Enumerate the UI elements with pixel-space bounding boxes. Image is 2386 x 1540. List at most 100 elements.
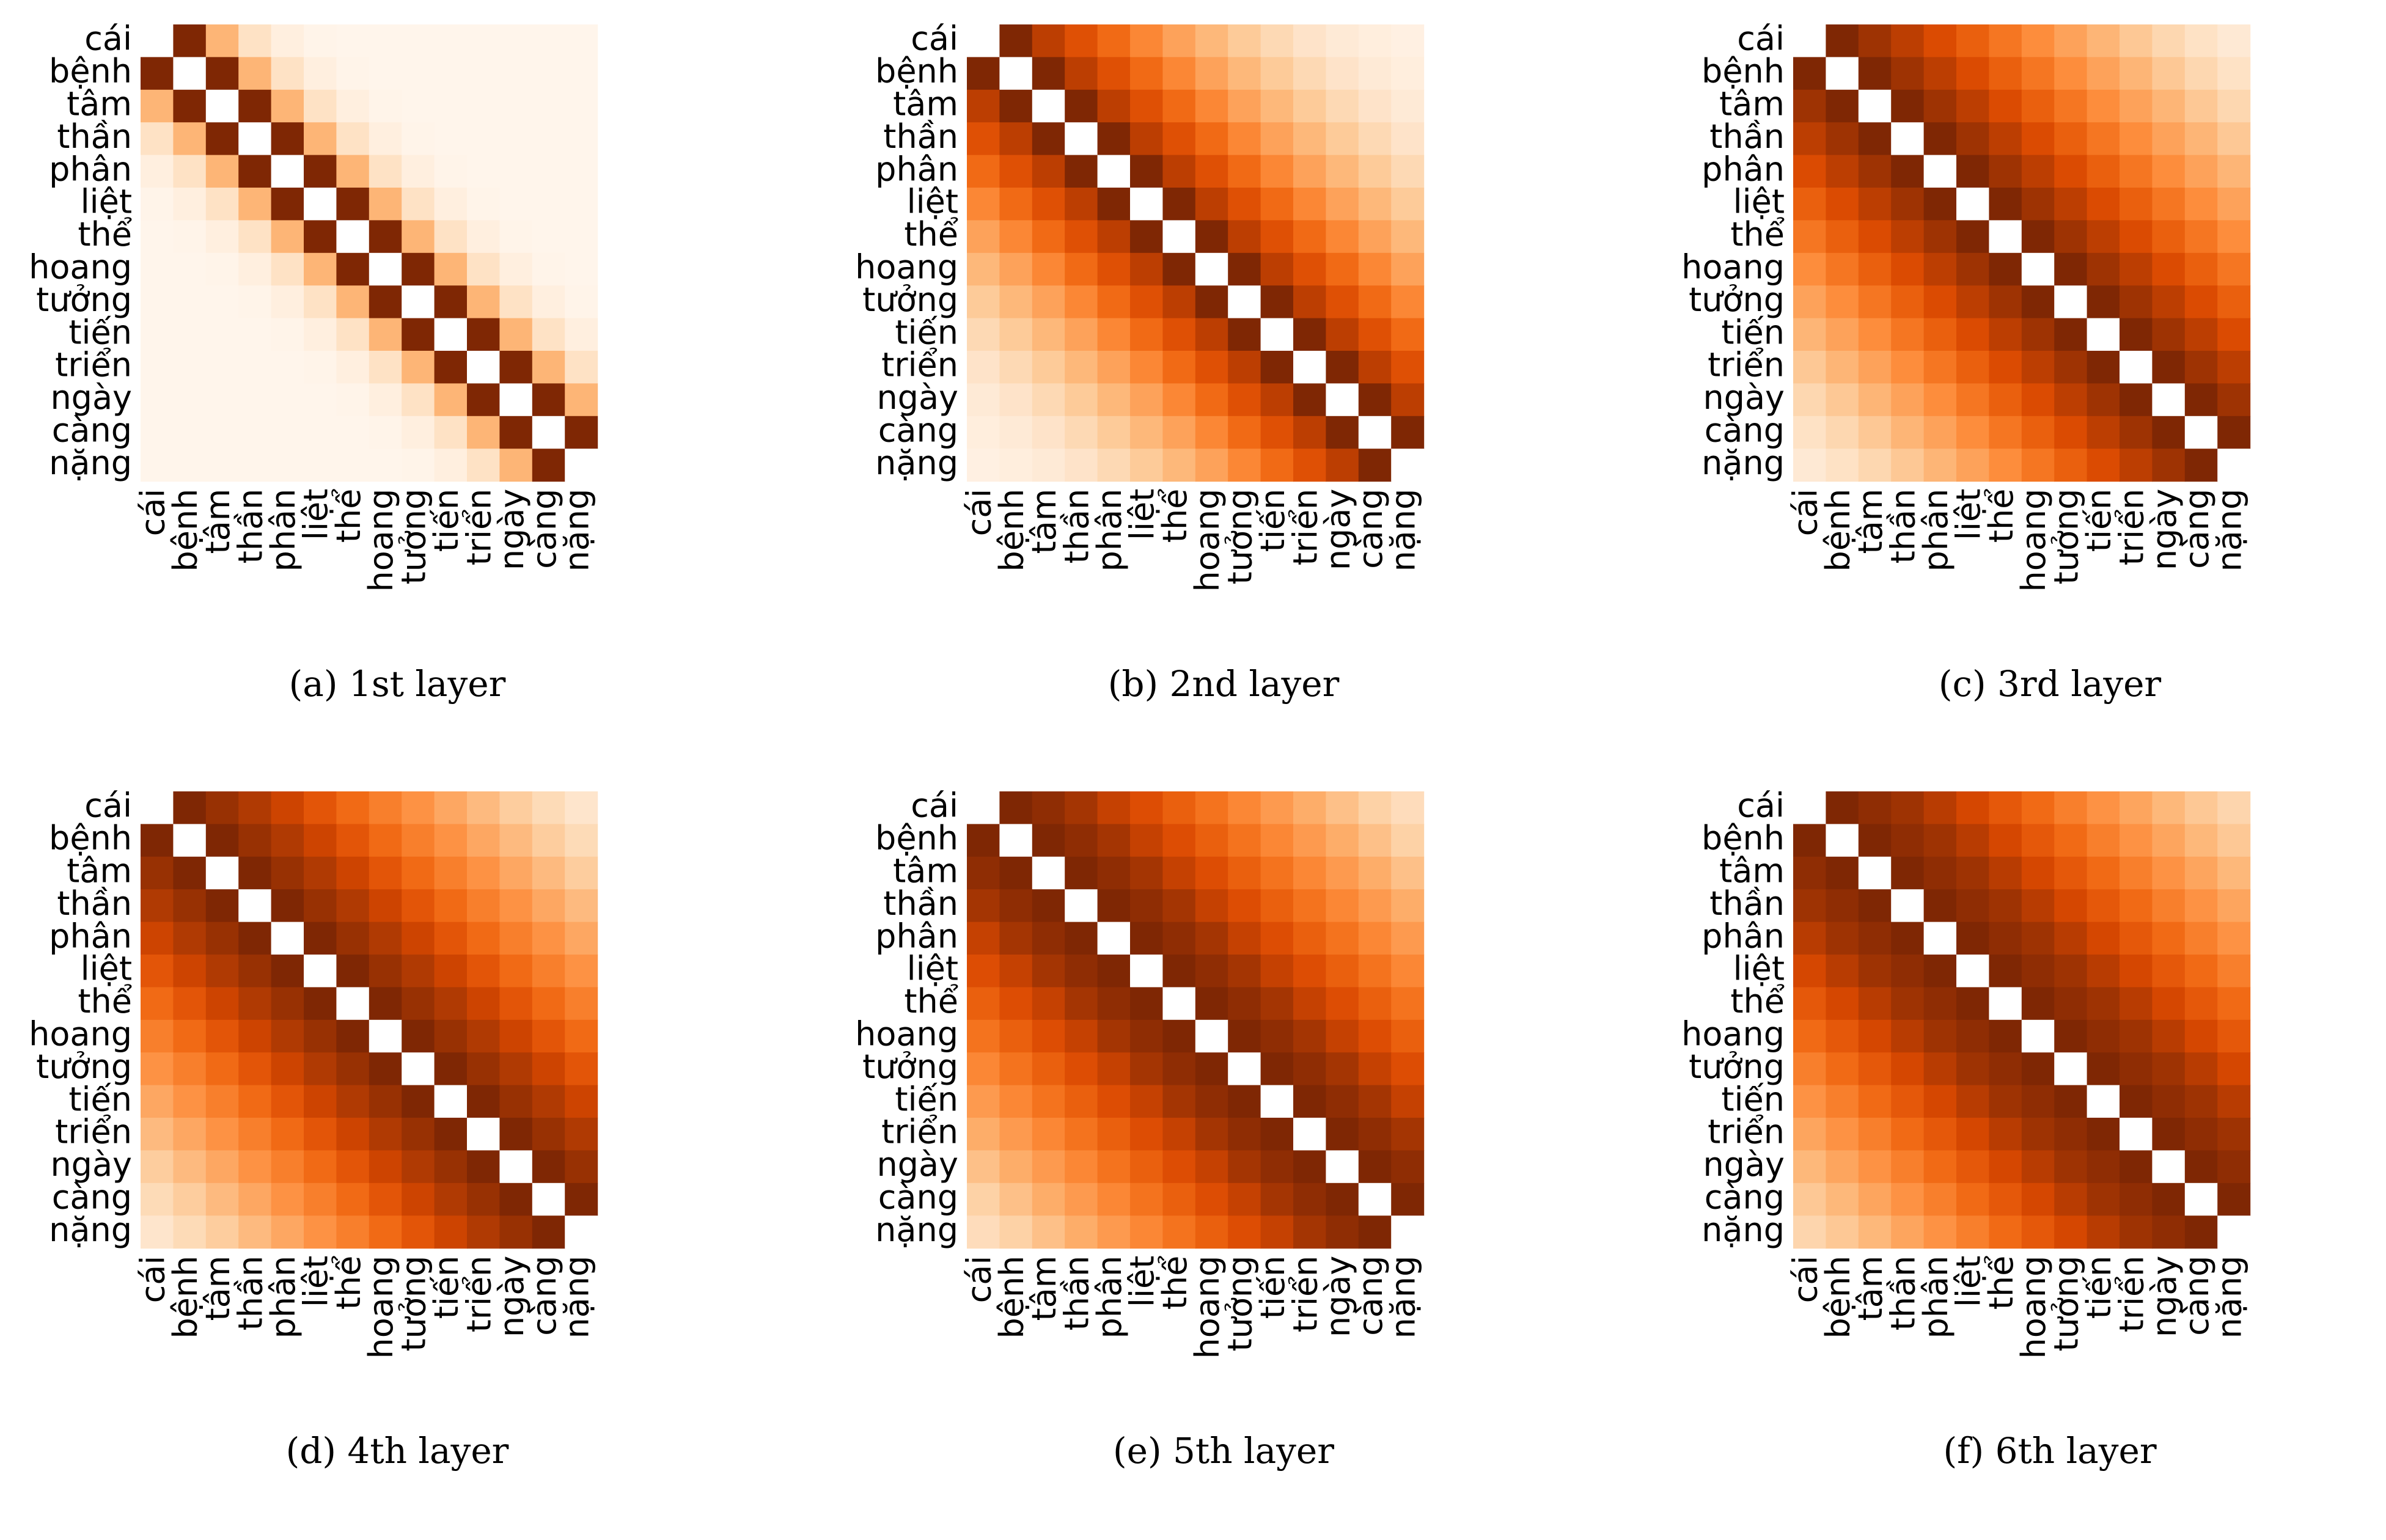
heatmap-cell (238, 89, 272, 123)
heatmap-cell (173, 155, 207, 188)
heatmap-cell (1326, 1019, 1359, 1053)
heatmap-cell (434, 987, 468, 1021)
column-tick-label: phân (1090, 489, 1129, 572)
heatmap-cell (1293, 155, 1326, 188)
heatmap-cell (1228, 1118, 1261, 1151)
column-tick-label: tiến (1254, 1256, 1292, 1319)
heatmap-cell (2120, 1118, 2153, 1151)
heatmap-cell (402, 1052, 435, 1086)
heatmap-cell (1358, 1182, 1392, 1216)
heatmap-cell (999, 824, 1033, 857)
heatmap-cell (1032, 1052, 1065, 1086)
heatmap-cell (336, 987, 370, 1021)
heatmap-cell (1826, 824, 1859, 857)
heatmap-cell (1923, 220, 1957, 254)
heatmap-cell (434, 1019, 468, 1053)
heatmap-cell (402, 449, 435, 482)
heatmap-cell (1260, 955, 1294, 988)
heatmap-cell (238, 318, 272, 351)
heatmap-cell (205, 856, 239, 890)
heatmap-cell (1891, 188, 1925, 221)
row-tick-label: ngày (1703, 378, 1785, 417)
heatmap-cell (1228, 1052, 1261, 1086)
heatmap-cell (1989, 1052, 2022, 1086)
heatmap-cell (967, 220, 1000, 254)
heatmap-cell (2120, 155, 2153, 188)
row-tick-label: triển (881, 1113, 958, 1151)
heatmap-cell (1260, 987, 1294, 1021)
heatmap-cell (1858, 449, 1892, 482)
heatmap-cell (2217, 416, 2251, 449)
heatmap-cell (1293, 188, 1326, 221)
heatmap-cell (1989, 824, 2022, 857)
heatmap-cell (532, 57, 565, 90)
heatmap-cell (2152, 922, 2186, 955)
heatmap-cell (1097, 155, 1131, 188)
heatmap-cell (1195, 57, 1228, 90)
heatmap-cell (1260, 1182, 1294, 1216)
heatmap-cell (1989, 922, 2022, 955)
heatmap-cell (1162, 1150, 1196, 1184)
heatmap-cell (402, 791, 435, 824)
heatmap-cell (2054, 791, 2088, 824)
heatmap-cell (434, 1085, 468, 1118)
heatmap-cell (1358, 955, 1392, 988)
heatmap-cell (1891, 1085, 1925, 1118)
heatmap-cell (173, 987, 207, 1021)
column-tick-label: liệt (1123, 489, 1161, 540)
heatmap-cell (2021, 220, 2055, 254)
heatmap-cell (532, 1052, 565, 1086)
heatmap-cell (999, 24, 1033, 57)
heatmap-cell (565, 1182, 598, 1216)
heatmap-cell (1228, 889, 1261, 923)
heatmap-cell (402, 416, 435, 449)
heatmap-cell (1032, 449, 1065, 482)
heatmap-cell (271, 220, 304, 254)
heatmap-cell (1858, 285, 1892, 319)
heatmap-cell (1293, 955, 1326, 988)
heatmap-cell (1097, 122, 1131, 156)
column-tick-label: triển (1286, 1256, 1324, 1333)
column-tick-label: tưởng (2047, 489, 2086, 585)
heatmap-cell (2184, 188, 2218, 221)
heatmap-cell (967, 856, 1000, 890)
heatmap-cell (565, 220, 598, 254)
heatmap-cell (999, 383, 1033, 417)
column-tick-label: bệnh (166, 1256, 205, 1339)
heatmap-cell (1923, 1052, 1957, 1086)
row-tick-label: thần (883, 884, 958, 923)
heatmap-6th-layer: cáibệnhtâmthầnphânliệtthểhoangtưởngtiếnt… (1681, 787, 2251, 1358)
heatmap-cell (434, 922, 468, 955)
heatmap-cell (2184, 57, 2218, 90)
heatmap-cell (1228, 922, 1261, 955)
heatmap-cell (1032, 791, 1065, 824)
heatmap-cell (2087, 188, 2120, 221)
heatmap-cell (173, 57, 207, 90)
heatmap-cell (2120, 1085, 2153, 1118)
heatmap-cell (369, 383, 402, 417)
column-tick-label: thể (1156, 1256, 1194, 1310)
heatmap-cell (1032, 285, 1065, 319)
heatmap-cell (1923, 955, 1957, 988)
heatmap-cell (1293, 1182, 1326, 1216)
heatmap-cell (967, 1150, 1000, 1184)
heatmap-cell (1032, 856, 1065, 890)
heatmap-cell (467, 1052, 500, 1086)
heatmap-cell (2184, 955, 2218, 988)
heatmap-cell (2120, 1019, 2153, 1053)
column-tick-label: tưởng (395, 489, 433, 585)
heatmap-cell (2120, 285, 2153, 319)
heatmap-cell (1793, 987, 1826, 1021)
heatmap-cell (1260, 791, 1294, 824)
heatmap-cell (2087, 57, 2120, 90)
heatmap-cell (369, 155, 402, 188)
heatmap-cell (1391, 889, 1425, 923)
heatmap-cell (1858, 220, 1892, 254)
column-tick-label: tâm (199, 1256, 237, 1321)
heatmap-cell (1858, 24, 1892, 57)
heatmap-cell (1391, 57, 1425, 90)
column-tick-label: tiến (1254, 489, 1292, 552)
heatmap-cell (2087, 24, 2120, 57)
heatmap-cell (1097, 889, 1131, 923)
